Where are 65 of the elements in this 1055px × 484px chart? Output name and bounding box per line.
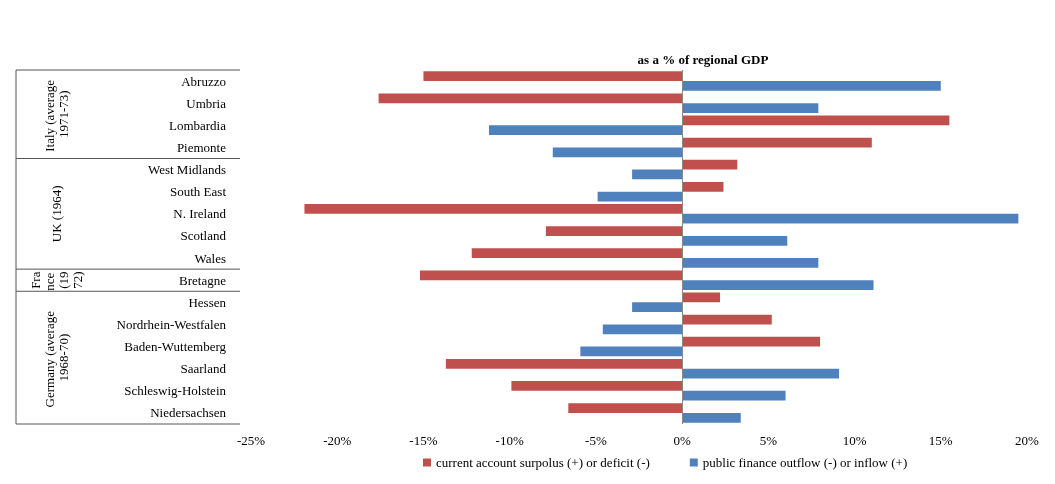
y-tick-label: South East <box>170 184 227 200</box>
y-tick-label: Hessen <box>188 294 227 310</box>
text: Italy (average 1971-73) <box>41 76 71 152</box>
bar <box>420 270 683 281</box>
y-tick-label: Piemonte <box>176 139 227 155</box>
y-tick-label: Bretagne <box>179 272 227 288</box>
x-tick-label: 20% <box>1015 433 1040 448</box>
bar <box>682 412 741 423</box>
y-tick-label: Baden-Wuttemberg <box>124 339 227 355</box>
x-tick-label: -25% <box>236 433 266 448</box>
bar <box>682 314 772 325</box>
text: UK (1964) <box>48 185 64 243</box>
y-tick-label: West Midlands <box>147 162 226 178</box>
y-tick-label: Umbria <box>186 95 227 111</box>
x-tick-label: -10% <box>495 433 524 448</box>
y-tick-label: N. Ireland <box>173 206 227 222</box>
bar <box>597 191 683 202</box>
bar <box>602 324 683 335</box>
y-tick-label: Schleswig-Holstein <box>124 383 227 399</box>
bar <box>304 204 683 214</box>
legend-label: public finance outflow (-) or inflow (+) <box>702 455 908 470</box>
text: France (1972) <box>27 269 85 291</box>
bar <box>423 71 683 82</box>
x-tick-label: -20% <box>323 433 352 448</box>
y-tick-label: Scotland <box>180 228 227 244</box>
bar <box>682 390 786 401</box>
y-tick-label: Saarland <box>180 361 227 377</box>
bar <box>632 169 683 180</box>
x-tick-label: 10% <box>842 433 867 448</box>
legend-label: current account surpolus (+) or deficit (-) <box>436 455 650 470</box>
bar <box>682 103 819 113</box>
y-tick-label: Wales <box>194 250 226 266</box>
y-tick-label: Nordrhein-Westfalen <box>116 316 227 332</box>
bar <box>552 147 683 158</box>
y-tick-label: Niedersachsen <box>150 405 227 421</box>
bar <box>545 226 683 236</box>
bar <box>682 181 724 192</box>
bar <box>471 248 683 259</box>
bar <box>580 346 683 357</box>
chart-title: as a % of regional GDP <box>637 52 769 67</box>
bar <box>488 125 683 136</box>
bar <box>445 358 683 369</box>
bar <box>378 93 683 104</box>
bar <box>682 368 840 379</box>
x-tick-label: 5% <box>759 433 778 448</box>
bar <box>632 302 683 313</box>
y-tick-label: Abruzzo <box>181 73 226 89</box>
x-tick-label: 0% <box>673 433 691 448</box>
x-tick-label: 15% <box>928 433 953 448</box>
bar <box>682 159 738 170</box>
bar <box>682 235 788 246</box>
bar <box>682 280 874 290</box>
x-tick-label: -5% <box>585 433 607 448</box>
text: Germany (average 1968-70) <box>41 307 71 408</box>
bar <box>682 81 941 91</box>
bar <box>682 292 721 303</box>
bar <box>682 213 1019 224</box>
y-tick-label: Lombardia <box>168 117 227 133</box>
bar <box>682 115 950 126</box>
x-tick-label: -15% <box>409 433 438 448</box>
bar <box>568 403 683 413</box>
bar <box>682 137 872 148</box>
bar <box>682 258 819 268</box>
bar <box>682 336 821 347</box>
bar <box>511 381 683 391</box>
